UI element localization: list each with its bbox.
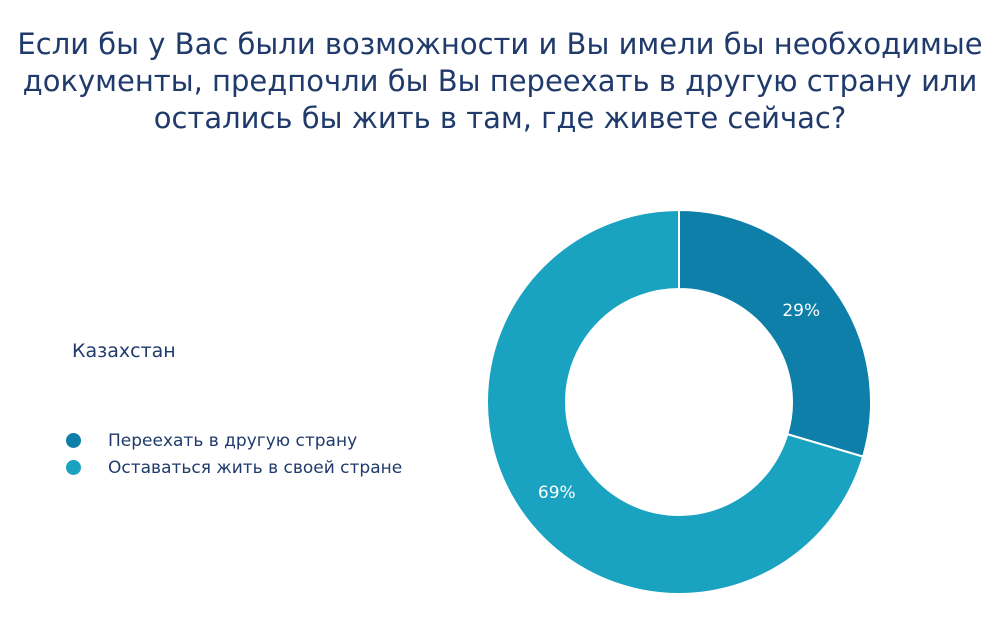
legend-label-move: Переехать в другую страну [108, 430, 358, 451]
chart-title-line-3: остались бы жить в там, где живете сейча… [153, 101, 847, 135]
chart-title-line-1: Если бы у Вас были возможности и Вы имел… [17, 27, 983, 61]
donut-slice-move [678, 208, 872, 458]
legend: Переехать в другую страну Оставаться жит… [66, 427, 402, 481]
legend-item-move: Переехать в другую страну [66, 427, 402, 454]
legend-item-stay: Оставаться жить в своей стране [66, 454, 402, 481]
slice-label-move: 29% [782, 301, 820, 321]
slice-label-stay: 69% [538, 483, 576, 503]
region-label: Казахстан [72, 340, 176, 362]
donut-slice-stay [486, 208, 865, 595]
legend-swatch-stay [66, 460, 81, 475]
chart-title-line-2: документы, предпочли бы Вы переехать в д… [22, 64, 978, 98]
legend-label-stay: Оставаться жить в своей стране [108, 457, 403, 478]
chart-title: Если бы у Вас были возможности и Вы имел… [0, 26, 1000, 137]
legend-swatch-move [66, 433, 81, 448]
